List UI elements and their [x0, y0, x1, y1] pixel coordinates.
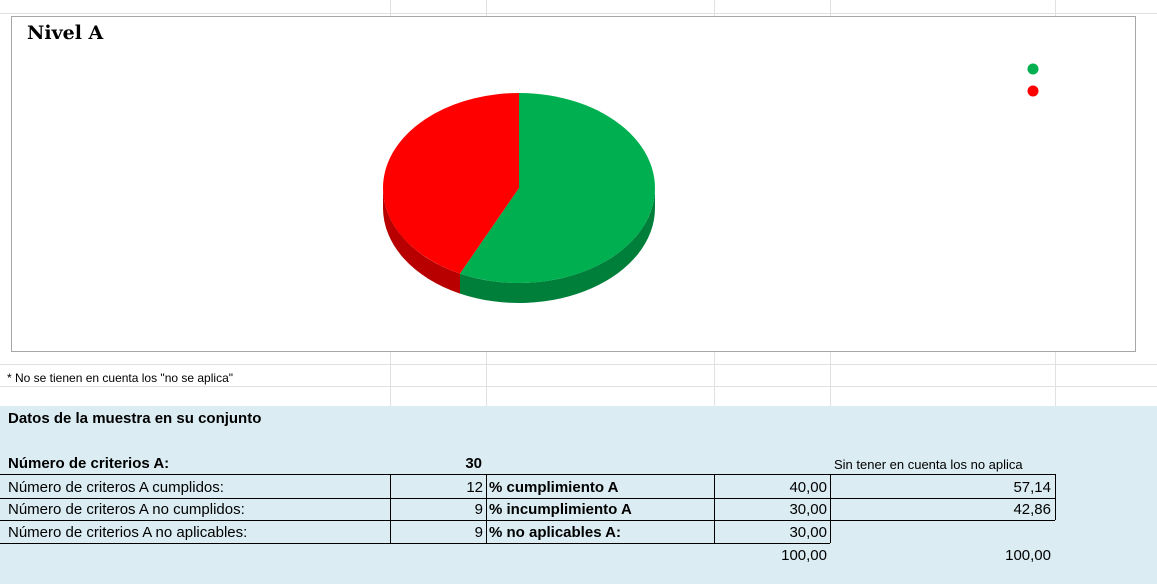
total-pct: 100,00	[781, 547, 827, 564]
row-pct: 30,00	[789, 501, 827, 518]
total-criteria-value: 30	[465, 455, 482, 472]
row-label: Número de criteros A no cumplidos:	[8, 501, 245, 518]
section-title: Datos de la muestra en su conjunto	[8, 410, 262, 427]
pie-slice-side-1	[383, 188, 461, 294]
row-pct-label: % incumplimiento A	[489, 501, 632, 518]
pie-chart	[383, 63, 1039, 303]
no-aplica-header: Sin tener en cuenta los no aplica	[834, 457, 1023, 472]
legend-marker-1	[1027, 85, 1039, 97]
legend-marker-0	[1027, 63, 1039, 75]
chart-title: Nivel A	[27, 22, 104, 44]
row-count: 12	[466, 479, 483, 496]
total-pct-no-aplica: 100,00	[1005, 547, 1051, 564]
pie-slice-1	[383, 93, 519, 274]
row-pct: 30,00	[789, 524, 827, 541]
pie-slice-0	[460, 93, 655, 283]
total-criteria-label: Número de criterios A:	[8, 455, 170, 472]
row-pct-no-aplica: 42,86	[1013, 501, 1051, 518]
row-label: Número de criterios A no aplicables:	[8, 524, 248, 541]
data-section-background	[0, 406, 1157, 584]
pie-slice-side-0	[460, 188, 655, 303]
row-count: 9	[474, 524, 483, 541]
footnote: * No se tienen en cuenta los "no se apli…	[7, 371, 233, 385]
row-pct-label: % cumplimiento A	[489, 479, 619, 496]
row-count: 9	[474, 501, 483, 518]
row-pct-no-aplica: 57,14	[1013, 479, 1051, 496]
row-label: Número de criteros A cumplidos:	[8, 479, 224, 496]
row-pct-label: % no aplicables A:	[489, 524, 621, 541]
row-pct: 40,00	[789, 479, 827, 496]
